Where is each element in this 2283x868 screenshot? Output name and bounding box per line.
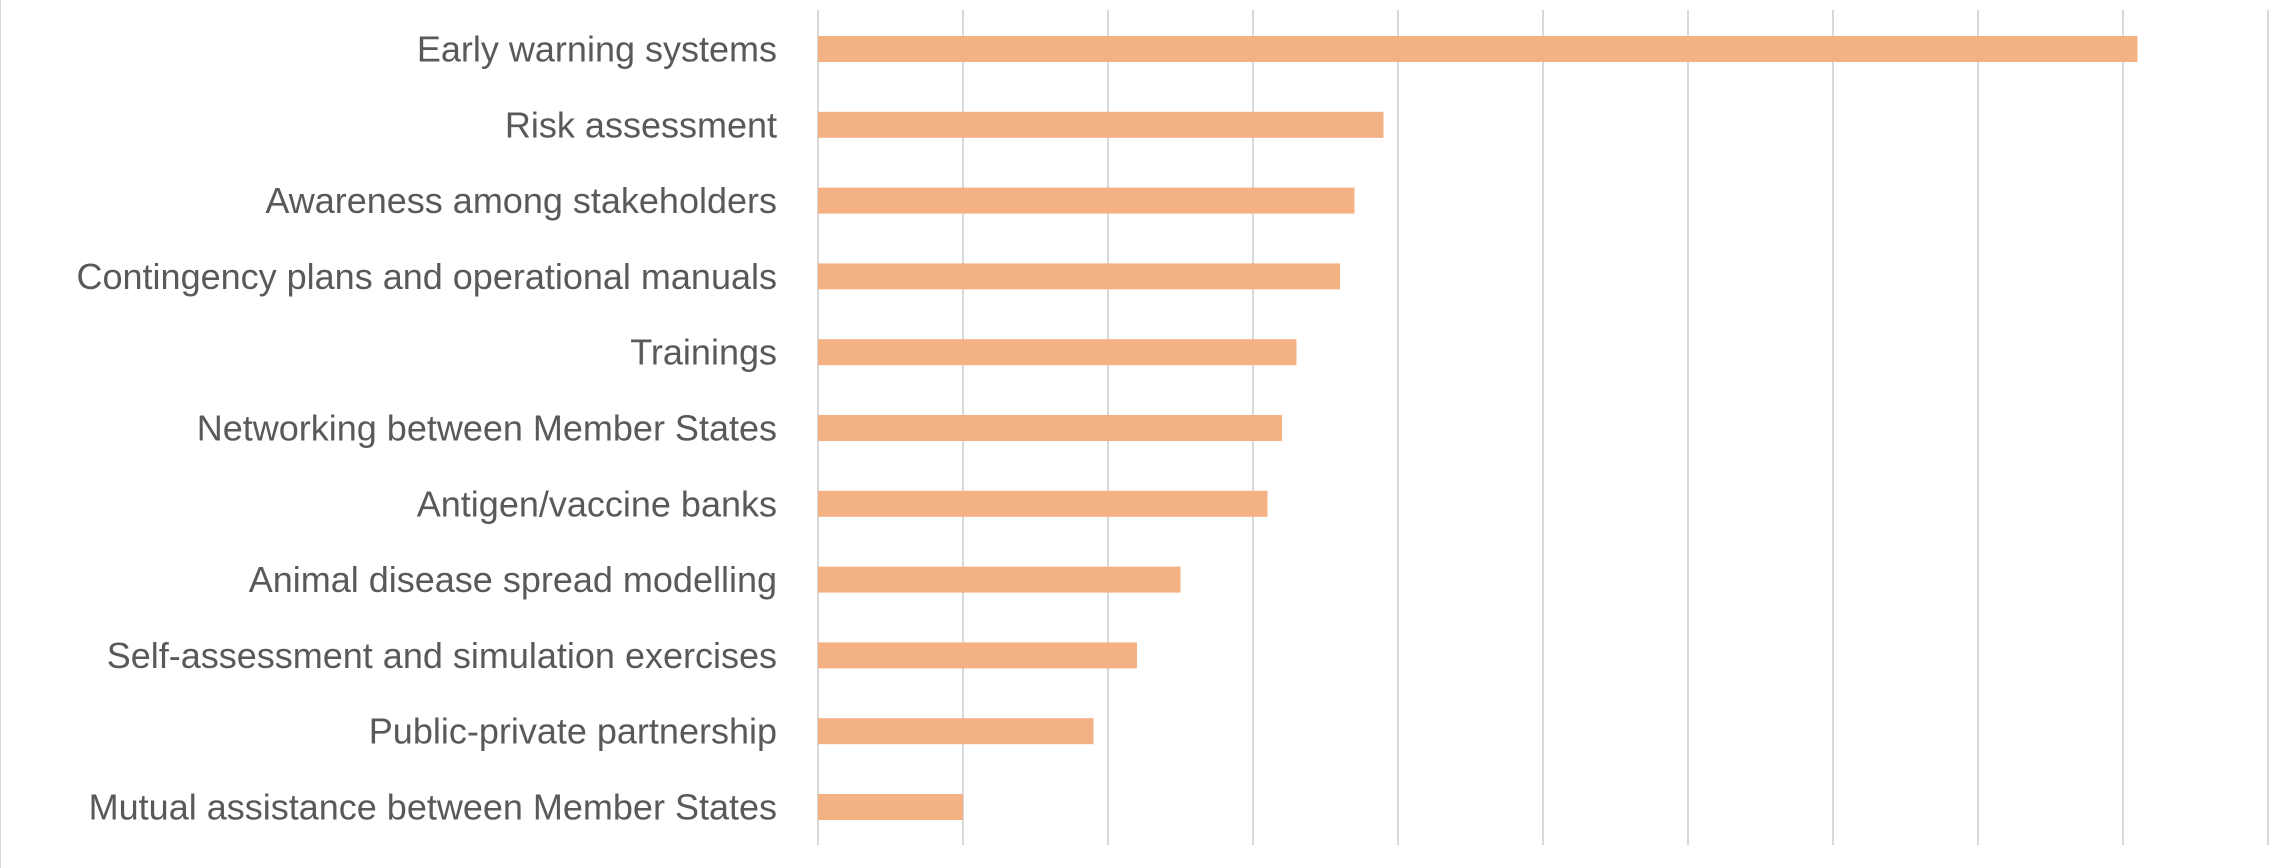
bar xyxy=(818,187,1355,214)
gridlines xyxy=(817,10,2269,845)
bar xyxy=(818,642,1137,669)
bar xyxy=(818,794,963,820)
category-label: Early warning systems xyxy=(417,29,777,70)
category-label: Contingency plans and operational manual… xyxy=(77,256,777,297)
bar xyxy=(818,339,1297,366)
bar xyxy=(818,566,1181,593)
bar xyxy=(818,718,1094,745)
category-labels: Early warning systems Risk assessment Awar… xyxy=(77,29,777,828)
category-label: Networking between Member States xyxy=(197,408,777,449)
category-label: Mutual assistance between Member States xyxy=(89,787,777,828)
category-label: Self-assessment and simulation exercises xyxy=(107,635,777,676)
bar xyxy=(818,111,1384,138)
bar xyxy=(818,490,1268,517)
bar xyxy=(818,36,2138,62)
category-label: Public-private partnership xyxy=(369,711,777,752)
category-label: Animal disease spread modelling xyxy=(249,559,777,600)
category-label: Awareness among stakeholders xyxy=(265,180,777,221)
bar xyxy=(818,415,1282,441)
category-label: Antigen/vaccine banks xyxy=(417,483,777,524)
category-label: Risk assessment xyxy=(505,104,777,145)
bars xyxy=(818,36,2138,820)
bar xyxy=(818,263,1340,290)
category-label: Trainings xyxy=(630,332,777,373)
